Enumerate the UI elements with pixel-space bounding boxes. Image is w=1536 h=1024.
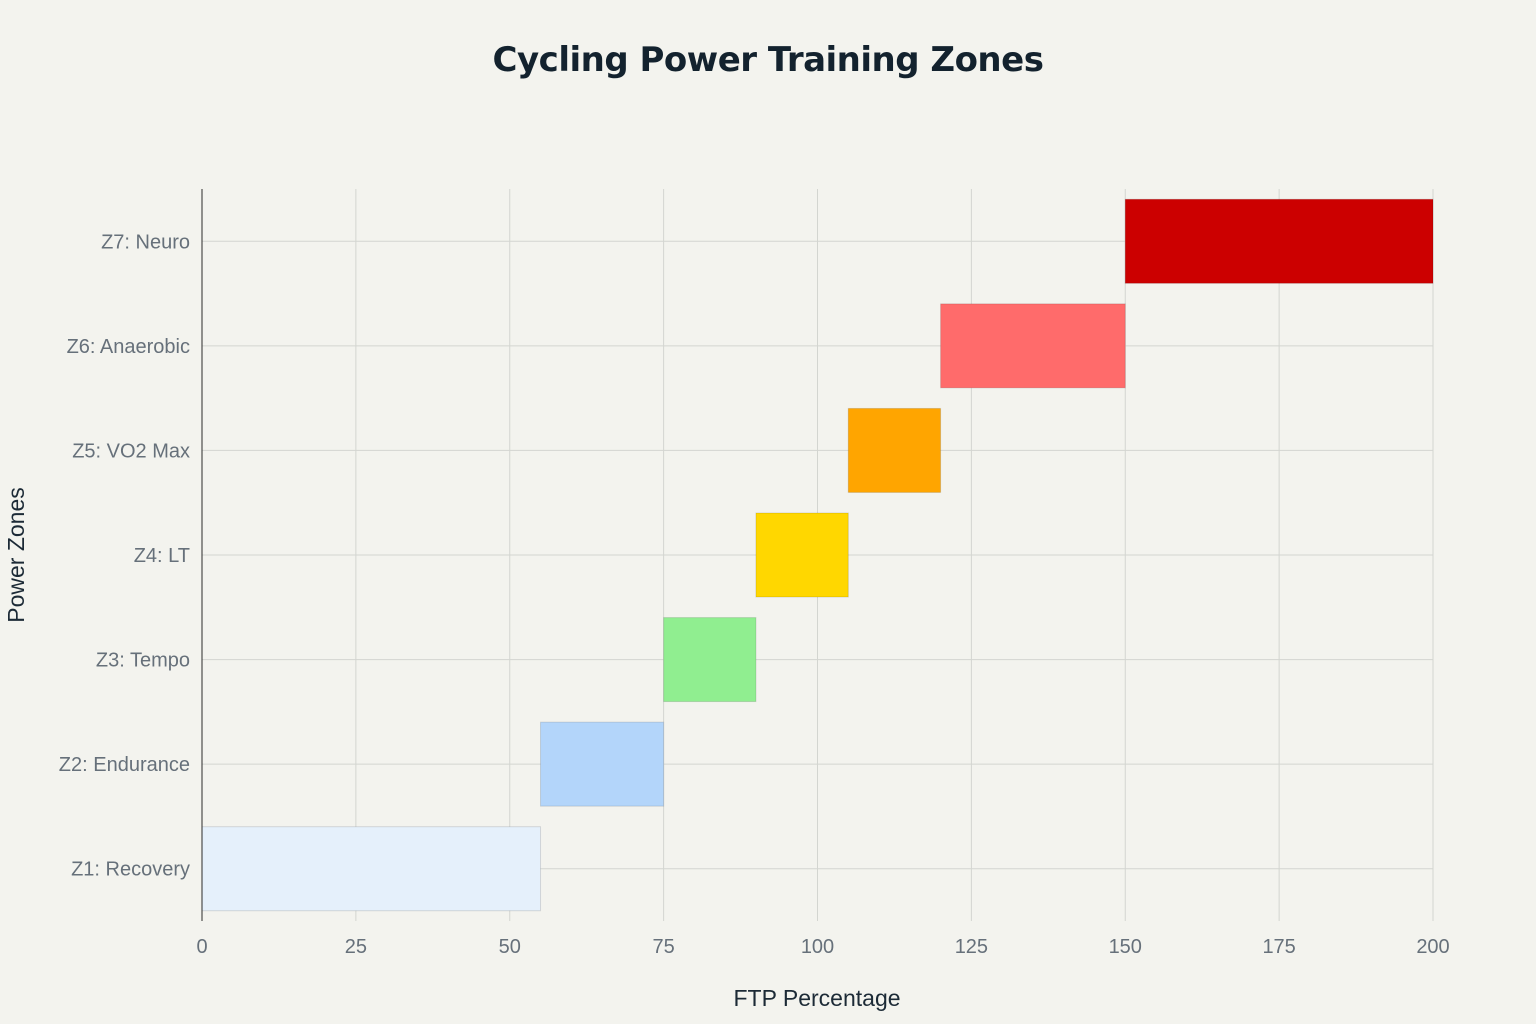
y-axis-title: Power Zones: [3, 487, 29, 623]
x-tick-labels: 0 25 50 75 100 125 150 175 200: [196, 936, 1449, 958]
y-tick-label: Z1: Recovery: [71, 859, 190, 881]
chart-title: Cycling Power Training Zones: [492, 40, 1044, 80]
y-tick-label: Z4: LT: [134, 545, 190, 567]
zone-bar-z4: [755, 512, 849, 598]
y-tick-label: Z5: VO2 Max: [72, 440, 190, 462]
x-tick-label: 100: [801, 936, 834, 958]
x-tick-label: 125: [955, 936, 988, 958]
y-tick-label: Z2: Endurance: [59, 754, 190, 776]
x-tick-label: 175: [1262, 936, 1295, 958]
y-tick-labels: Z1: Recovery Z2: Endurance Z3: Tempo Z4: LT…: [59, 231, 190, 880]
zone-bar-z6: [940, 303, 1126, 389]
zone-bar-z2: [540, 721, 665, 807]
bar-layer: [201, 198, 1434, 912]
x-tick-label: 25: [345, 936, 367, 958]
x-tick-label: 75: [653, 936, 675, 958]
x-tick-label: 0: [196, 936, 207, 958]
x-tick-label: 200: [1416, 936, 1449, 958]
y-tick-label: Z6: Anaerobic: [67, 336, 190, 358]
zone-bar-z3: [663, 617, 757, 703]
y-tick-label: Z7: Neuro: [101, 231, 190, 253]
y-tick-label: Z3: Tempo: [96, 650, 190, 672]
x-tick-label: 150: [1109, 936, 1142, 958]
zone-bar-z5: [847, 407, 942, 493]
zone-bar-z7: [1124, 198, 1434, 284]
zone-bar-z1: [201, 826, 542, 912]
x-tick-label: 50: [499, 936, 521, 958]
x-axis-title: FTP Percentage: [733, 985, 900, 1011]
